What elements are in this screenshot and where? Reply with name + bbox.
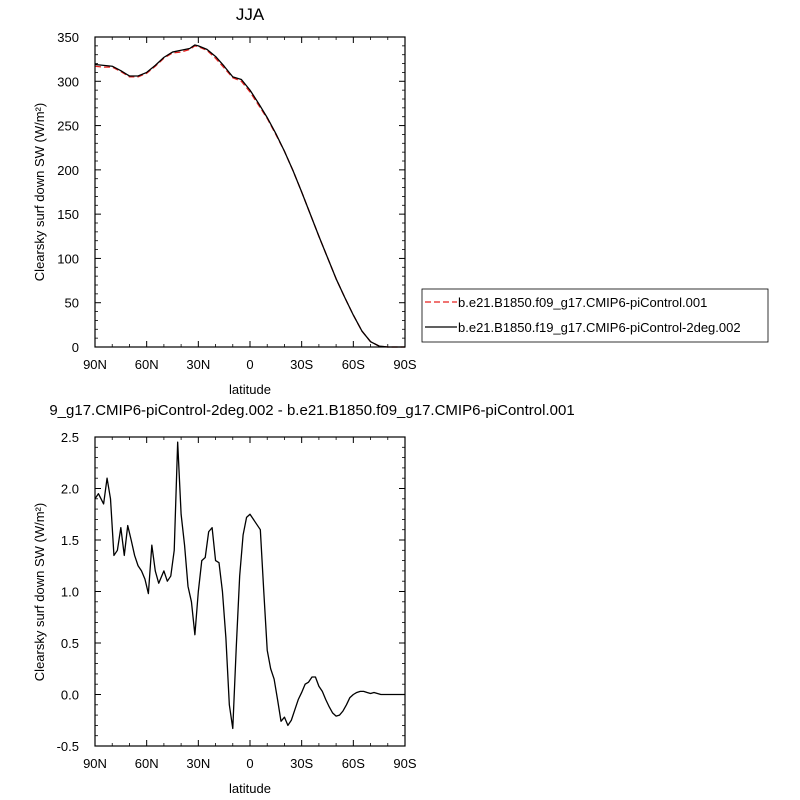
y-tick-label-lower: 0.0 bbox=[61, 688, 79, 703]
x-tick-label-upper: 0 bbox=[246, 357, 253, 372]
plot-frame-upper bbox=[94, 36, 406, 348]
series-line-upper-2 bbox=[94, 44, 405, 348]
x-tick-label-upper: 90N bbox=[83, 357, 107, 372]
y-tick-label-upper: 0 bbox=[72, 340, 79, 355]
plot-frame-lower bbox=[94, 436, 406, 747]
x-tick-label-upper: 30S bbox=[290, 357, 313, 372]
x-tick-label-upper: 30N bbox=[186, 357, 210, 372]
x-tick-label-upper: 60N bbox=[135, 357, 159, 372]
x-tick-label-upper: 90S bbox=[393, 357, 416, 372]
y-tick-label-lower: 1.0 bbox=[61, 585, 79, 600]
x-tick-label-lower: 60N bbox=[135, 756, 159, 771]
series-line-lower-1 bbox=[94, 441, 405, 730]
x-tick-label-lower: 30N bbox=[186, 756, 210, 771]
x-axis-label-lower: latitude bbox=[229, 781, 271, 796]
x-tick-label-upper: 60S bbox=[342, 357, 365, 372]
y-tick-label-lower: 0.5 bbox=[61, 636, 79, 651]
y-tick-label-upper: 50 bbox=[65, 296, 79, 311]
x-tick-label-lower: 90N bbox=[83, 756, 107, 771]
y-tick-label-upper: 100 bbox=[57, 251, 79, 266]
chart-panel-lower: 9_g17.CMIP6-piControl-2deg.002 - b.e21.B… bbox=[32, 402, 575, 796]
chart-title-lower: 9_g17.CMIP6-piControl-2deg.002 - b.e21.B… bbox=[49, 402, 574, 419]
x-tick-label-lower: 60S bbox=[342, 756, 365, 771]
legend-label-series-2: b.e21.B1850.f19_g17.CMIP6-piControl-2deg… bbox=[458, 320, 741, 335]
legend-label-series-1: b.e21.B1850.f09_g17.CMIP6-piControl.001 bbox=[458, 295, 707, 310]
y-axis-label-upper: Clearsky surf down SW (W/m²) bbox=[32, 103, 47, 281]
y-tick-label-upper: 250 bbox=[57, 119, 79, 134]
y-tick-label-lower: 1.5 bbox=[61, 533, 79, 548]
y-tick-label-upper: 150 bbox=[57, 207, 79, 222]
y-tick-label-lower: 2.5 bbox=[61, 430, 79, 445]
y-tick-label-upper: 300 bbox=[57, 74, 79, 89]
y-axis-label-lower: Clearsky surf down SW (W/m²) bbox=[32, 503, 47, 681]
legend-box bbox=[421, 288, 769, 343]
y-tick-label-upper: 200 bbox=[57, 163, 79, 178]
x-tick-label-lower: 90S bbox=[393, 756, 416, 771]
y-tick-label-upper: 350 bbox=[57, 30, 79, 45]
y-tick-label-lower: 2.0 bbox=[61, 482, 79, 497]
chart-title-upper: JJA bbox=[236, 5, 265, 24]
x-tick-label-lower: 0 bbox=[246, 756, 253, 771]
x-tick-label-lower: 30S bbox=[290, 756, 313, 771]
legend: b.e21.B1850.f09_g17.CMIP6-piControl.001 … bbox=[421, 288, 769, 343]
y-tick-label-lower: -0.5 bbox=[57, 739, 79, 754]
chart-panel-upper: JJA 90N 60N 30N 0 30S 60S 90S 0 50 100 150 200 250 30… bbox=[32, 5, 417, 397]
x-axis-label-upper: latitude bbox=[229, 382, 271, 397]
